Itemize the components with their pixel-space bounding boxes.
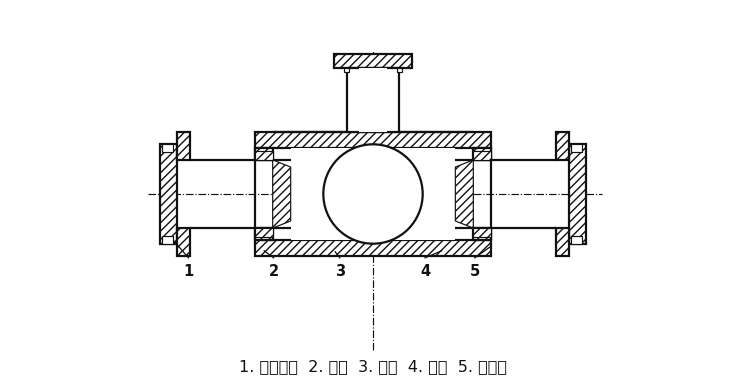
Bar [177, 132, 190, 160]
Text: 5: 5 [469, 263, 480, 279]
Bar [334, 54, 412, 68]
Bar [571, 236, 582, 244]
Bar [473, 228, 492, 237]
Bar [254, 132, 492, 147]
Bar [397, 68, 402, 73]
Bar [571, 144, 582, 152]
Bar [556, 132, 569, 160]
Bar [160, 144, 177, 244]
Bar [473, 151, 492, 160]
Bar [291, 147, 455, 241]
Bar [556, 228, 569, 256]
Bar [473, 147, 492, 160]
Text: 3: 3 [335, 263, 345, 279]
Polygon shape [273, 160, 291, 228]
Bar [359, 68, 387, 132]
Bar [254, 151, 273, 160]
Bar [254, 241, 492, 256]
Bar [344, 68, 349, 73]
Bar [254, 228, 273, 237]
Polygon shape [455, 160, 473, 228]
Text: 1. 连接法兰  2. 阀体  3. 球体  4. 阀座  5. 密封圈: 1. 连接法兰 2. 阀体 3. 球体 4. 阀座 5. 密封圈 [239, 359, 507, 374]
Circle shape [323, 144, 423, 244]
Bar [162, 236, 173, 244]
Bar [254, 228, 273, 241]
Text: 2: 2 [269, 263, 279, 279]
Bar [254, 147, 273, 160]
Text: 4: 4 [420, 263, 430, 279]
Bar [177, 228, 190, 256]
Bar [162, 144, 173, 152]
Text: 1: 1 [184, 263, 194, 279]
Bar [347, 68, 399, 132]
Bar [569, 144, 586, 244]
Bar [473, 228, 492, 241]
